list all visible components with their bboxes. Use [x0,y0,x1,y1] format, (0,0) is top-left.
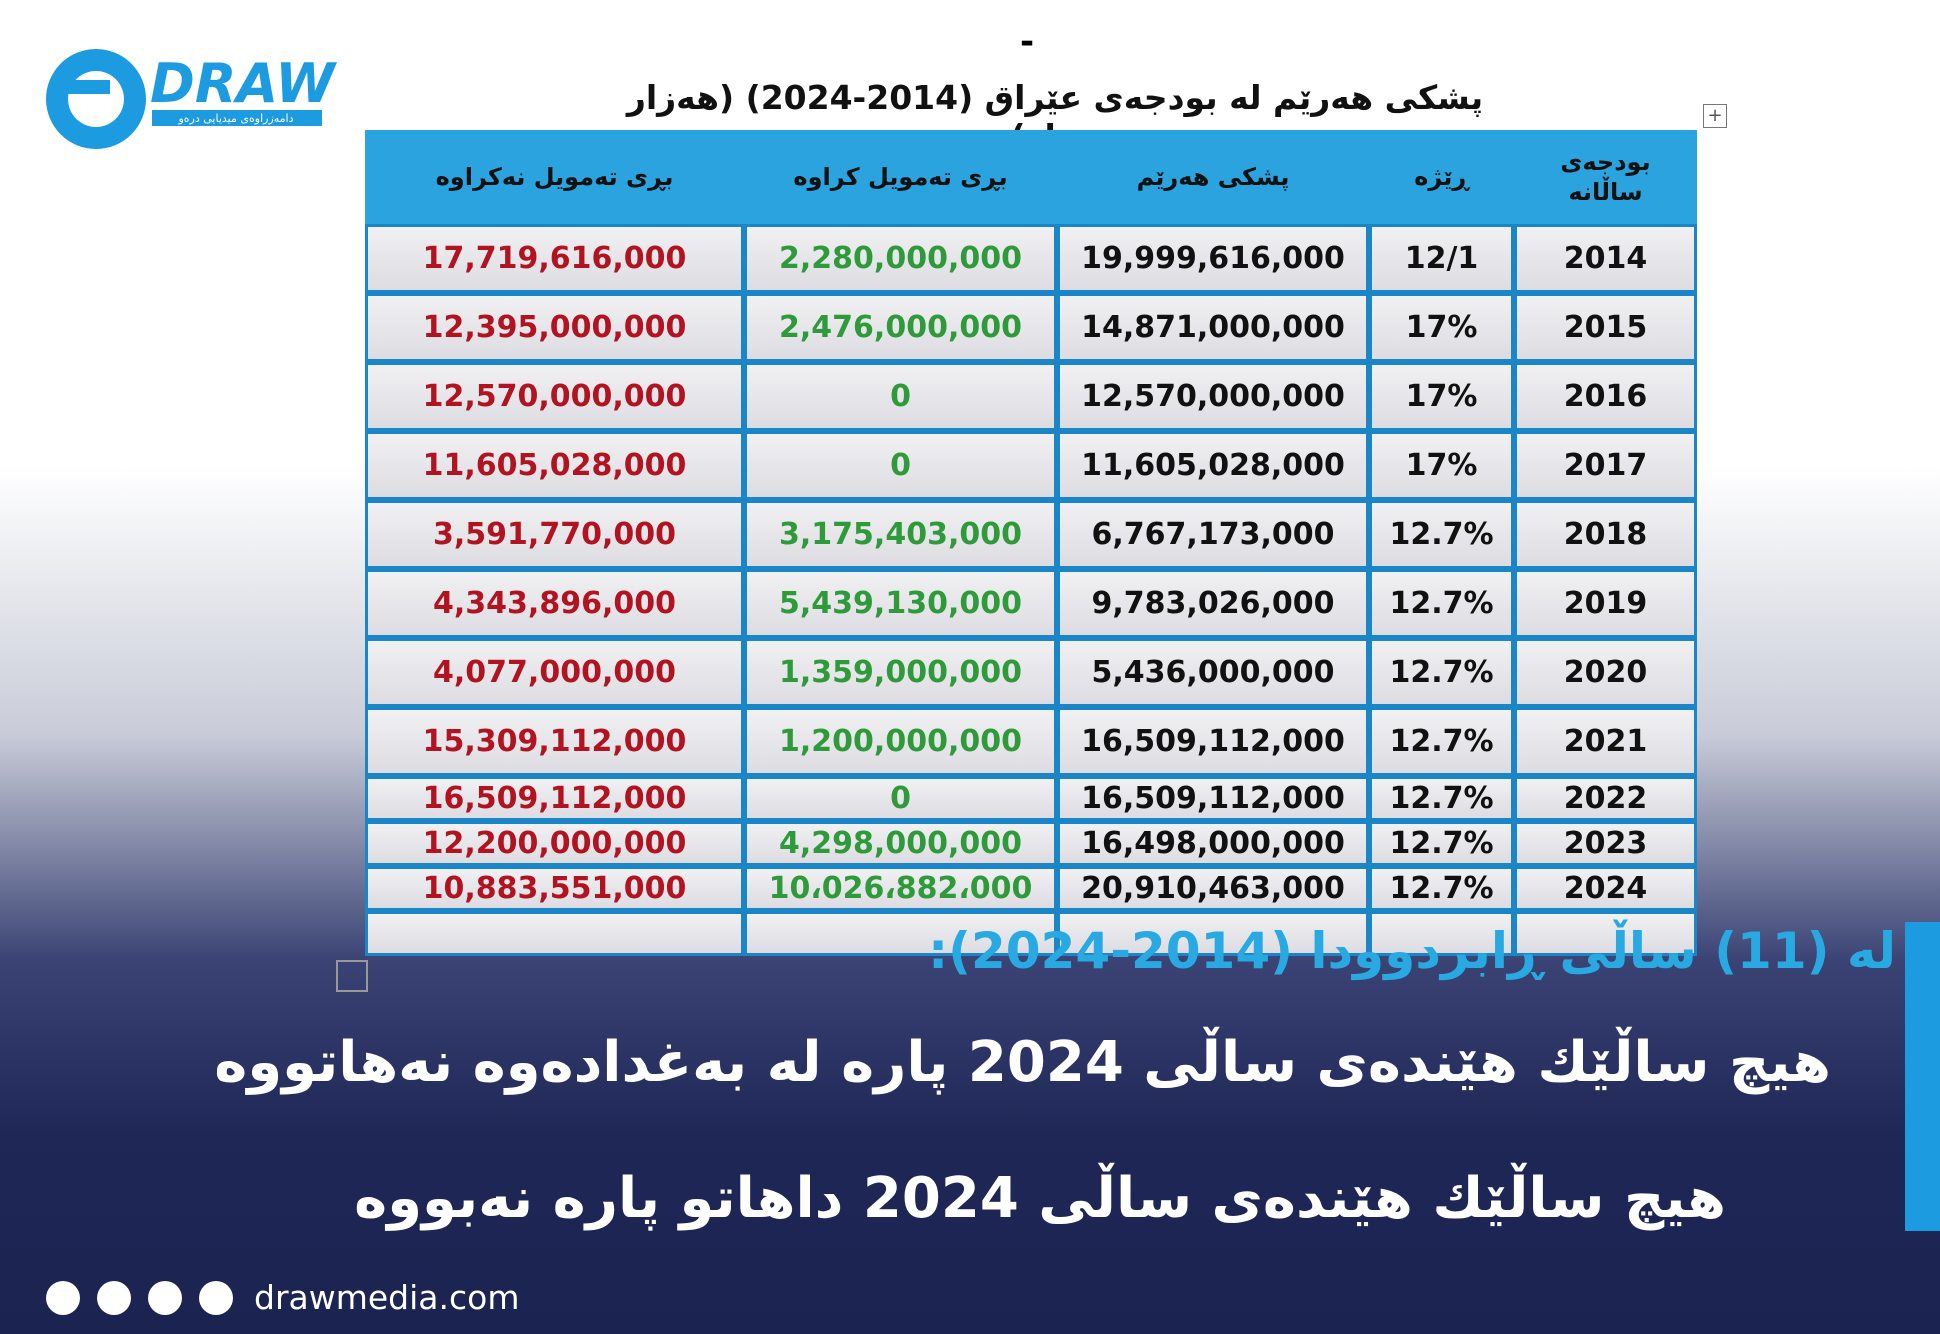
table-cell: 12.7% [1369,569,1514,638]
table-cell: 9,783,026,000 [1057,569,1369,638]
table-cell: 3,591,770,000 [365,500,744,569]
header-row: بودجەی ساڵانە ڕێژە پشکی هەرێم بڕی تەمویل کر… [365,130,1697,224]
table-cell: 0 [744,431,1057,500]
table-cell: 12.7% [1369,500,1514,569]
table-cell: 20,910,463,000 [1057,866,1369,911]
table-cell: 2016 [1514,362,1697,431]
table-cell: 1,359,000,000 [744,638,1057,707]
instagram-icon[interactable] [97,1281,131,1315]
table-cell: 4,343,896,000 [365,569,744,638]
column-header: ڕێژە [1369,130,1514,224]
table-cell: 1,200,000,000 [744,707,1057,776]
table-row: 2022 12.7% 16,509,112,000 0 16,509,112,000 [365,776,1697,821]
table-cell: 10،026،882،000 [744,866,1057,911]
facebook-icon[interactable] [46,1281,80,1315]
table-cell: 2024 [1514,866,1697,911]
table-cell: 12.7% [1369,866,1514,911]
table-cell: 17% [1369,293,1514,362]
logo-strip [152,110,322,126]
table-cell: 16,498,000,000 [1057,821,1369,866]
table-row: 2014 12/1 19,999,616,000 2,280,000,000 17,71… [365,224,1697,293]
empty-cell [1514,911,1697,956]
column-header: بڕی تەمویل کراوە [744,130,1057,224]
table-cell: 10,883,551,000 [365,866,744,911]
empty-row [365,911,1697,956]
empty-cell [365,911,744,956]
column-header: پشکی هەرێم [1057,130,1369,224]
table-cell: 2,476,000,000 [744,293,1057,362]
logo-tagline: دامەزراوەی میدیایی درەو [177,112,293,125]
table-row: 2023 12.7% 16,498,000,000 4,298,000,000 12,2… [365,821,1697,866]
table-cell: 2014 [1514,224,1697,293]
table-row: 2016 17% 12,570,000,000 0 12,570,000,000 [365,362,1697,431]
move-handle: + [1703,104,1727,128]
table-cell: 12.7% [1369,776,1514,821]
table-row: 2021 12.7% 16,509,112,000 1,200,000,000 15,3… [365,707,1697,776]
table-cell: 17,719,616,000 [365,224,744,293]
table-cell: 2020 [1514,638,1697,707]
table-cell: 5,439,130,000 [744,569,1057,638]
table-cell: 12.7% [1369,638,1514,707]
empty-cell [1057,911,1369,956]
table-cell: 16,509,112,000 [1057,707,1369,776]
headline-line: هیچ ساڵێك هێندەی ساڵی 2024 پارە لە بەغدا… [214,1030,1831,1095]
logo-name: DRAW [150,52,337,115]
table-cell: 2015 [1514,293,1697,362]
column-header: بودجەی ساڵانە [1514,130,1697,224]
table-cell: 19,999,616,000 [1057,224,1369,293]
table-cell: 12.7% [1369,821,1514,866]
table-cell: 11,605,028,000 [1057,431,1369,500]
resize-handle [336,960,368,992]
table-cell: 0 [744,776,1057,821]
table-cell: 14,871,000,000 [1057,293,1369,362]
table-cell: 4,298,000,000 [744,821,1057,866]
table-cell: 16,509,112,000 [1057,776,1369,821]
tiktok-icon[interactable] [199,1281,233,1315]
table-cell: 2017 [1514,431,1697,500]
column-header: بڕی تەمویل نەکراوە [365,130,744,224]
empty-cell [744,911,1057,956]
table-row: 2017 17% 11,605,028,000 0 11,605,028,000 [365,431,1697,500]
table-cell: 17% [1369,362,1514,431]
table-row: 2018 12.7% 6,767,173,000 3,175,403,000 3,591… [365,500,1697,569]
logo-bar [60,80,110,94]
table-cell: 2019 [1514,569,1697,638]
table-cell: 2018 [1514,500,1697,569]
table-cell: 3,175,403,000 [744,500,1057,569]
table-cell: 5,436,000,000 [1057,638,1369,707]
table-cell: 11,605,028,000 [365,431,744,500]
table-row: 2020 12.7% 5,436,000,000 1,359,000,000 4,077… [365,638,1697,707]
table-row: 2015 17% 14,871,000,000 2,476,000,000 12,395… [365,293,1697,362]
table-row: 2019 12.7% 9,783,026,000 5,439,130,000 4,343… [365,569,1697,638]
intro-text: لە (11) ساڵی ڕابردوودا (2014-2024): [928,922,1896,980]
table-cell: 16,509,112,000 [365,776,744,821]
empty-cell [1369,911,1514,956]
table-cell: 17% [1369,431,1514,500]
table-cell: 12,570,000,000 [1057,362,1369,431]
table-cell: 12,570,000,000 [365,362,744,431]
table-cell: 4,077,000,000 [365,638,744,707]
table-cell: 2021 [1514,707,1697,776]
social-icons [46,1281,233,1315]
headline-line: هیچ ساڵێك هێندەی ساڵی 2024 داهاتو پارە ن… [354,1166,1726,1231]
footer-url[interactable]: drawmedia.com [254,1278,520,1317]
table-cell: 12,200,000,000 [365,821,744,866]
budget-table: بودجەی ساڵانە ڕێژە پشکی هەرێم بڕی تەمویل کر… [365,130,1697,956]
twitter-icon[interactable] [148,1281,182,1315]
table-cell: 12.7% [1369,707,1514,776]
table-cell: 6,767,173,000 [1057,500,1369,569]
table-cell: 2022 [1514,776,1697,821]
table-cell: 2,280,000,000 [744,224,1057,293]
table-cell: 12,395,000,000 [365,293,744,362]
table-cell: 15,309,112,000 [365,707,744,776]
table-cell: 2023 [1514,821,1697,866]
table-cell: 12/1 [1369,224,1514,293]
accent-bar [1905,922,1940,1231]
logo: DRAW دامەزراوەی میدیایی درەو [46,49,337,149]
table-row: 2024 12.7% 20,910,463,000 10،026،882،000 10,… [365,866,1697,911]
header-mark: - [1020,22,1035,62]
table-cell: 0 [744,362,1057,431]
logo-hole [68,71,124,127]
